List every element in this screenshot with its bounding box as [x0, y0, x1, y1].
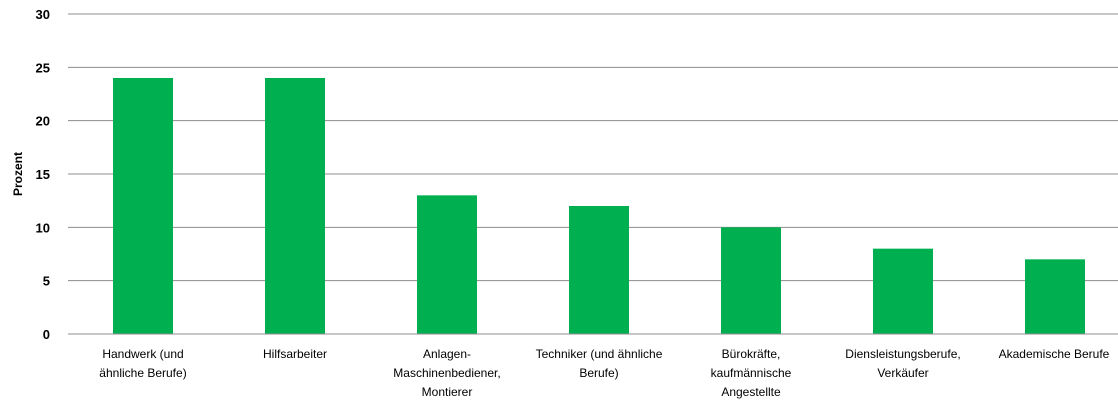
- bar: [113, 78, 173, 334]
- y-tick-label: 0: [43, 327, 50, 342]
- bar: [1025, 259, 1085, 334]
- y-axis-title: Prozent: [11, 152, 25, 196]
- bars: [113, 78, 1085, 334]
- bar: [569, 206, 629, 334]
- y-tick-label: 5: [43, 274, 50, 289]
- y-tick-label: 20: [36, 114, 50, 129]
- x-category-label: Techniker (und ähnliche Berufe): [536, 347, 663, 380]
- y-tick-labels: 0 5 10 15 20 25 30: [36, 7, 50, 342]
- x-category-label: Hilfsarbeiter: [263, 347, 327, 361]
- x-category-labels: Handwerk (und ähnliche Berufe) Hilfsarbeit…: [99, 347, 1109, 399]
- x-category-label: Anlagen-Maschinenbediener, Montierer: [393, 347, 500, 399]
- y-tick-label: 25: [36, 60, 50, 75]
- y-tick-label: 10: [36, 220, 50, 235]
- gridlines: [68, 13, 1118, 282]
- x-category-label: Bürokräfte, kaufmännische Angestellte: [711, 347, 792, 399]
- y-tick-label: 30: [36, 7, 50, 22]
- bar: [265, 78, 325, 334]
- bar: [417, 195, 477, 334]
- bar: [721, 227, 781, 334]
- x-category-label: Akademische Berufe: [999, 347, 1110, 361]
- y-tick-label: 15: [36, 167, 50, 182]
- bar: [873, 248, 933, 334]
- x-category-label: Diensleistungsberufe, Verkäufer: [845, 347, 960, 380]
- x-category-label: Handwerk (und ähnliche Berufe): [99, 347, 186, 380]
